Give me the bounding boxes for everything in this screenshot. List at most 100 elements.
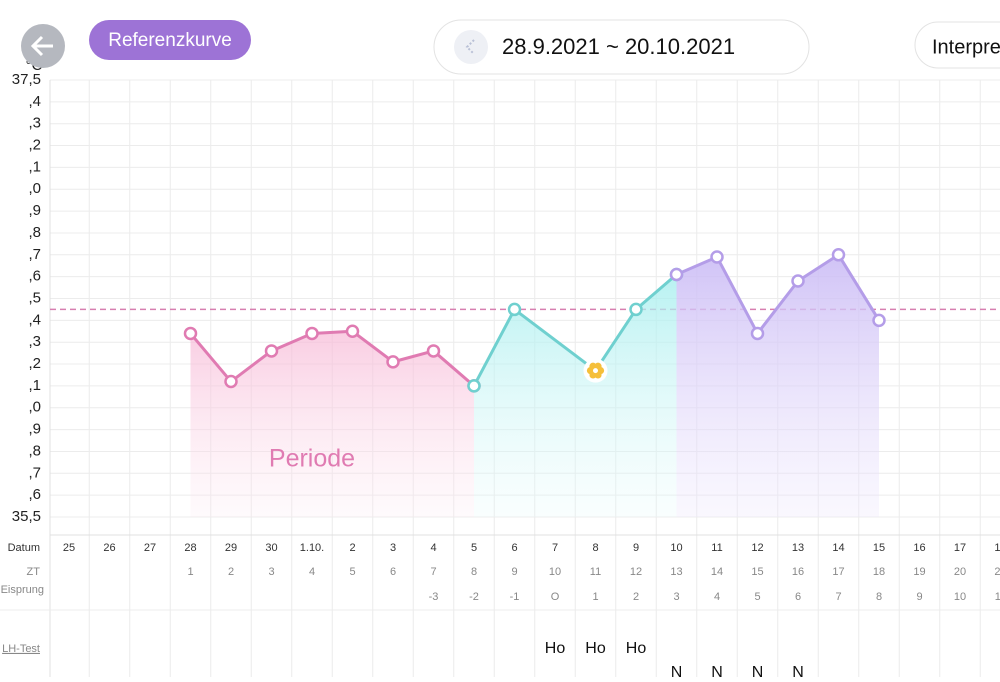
zt-label: 7	[430, 566, 436, 578]
zt-label: 19	[913, 566, 925, 578]
x-tick-label: 28	[184, 542, 196, 554]
zt-label: 20	[954, 566, 966, 578]
ovulation-day: 7	[835, 591, 841, 603]
petal-center	[593, 368, 598, 374]
x-tick-label: 29	[225, 542, 237, 554]
y-tick-label: 37,5	[12, 71, 41, 88]
area	[676, 254, 879, 518]
y-tick-label: 35,5	[12, 508, 41, 525]
line	[189, 329, 475, 388]
ovulation-day: 10	[954, 591, 966, 603]
point	[669, 267, 684, 282]
y-tick-label: ,0	[28, 399, 41, 416]
ovulation-day: -2	[469, 591, 479, 603]
point	[831, 248, 846, 262]
row-label: ZT	[27, 566, 41, 578]
ovulation-day: 11	[995, 591, 1000, 603]
area	[190, 331, 474, 517]
point	[629, 302, 643, 317]
lh-result: Ho	[585, 640, 606, 657]
ovulation-day: 8	[876, 591, 882, 603]
lh-result: N	[671, 664, 683, 677]
y-tick-label: ,4	[28, 311, 41, 328]
reference-label: Referenzkurve	[108, 30, 232, 51]
petal	[589, 362, 597, 370]
zt-label: 6	[390, 566, 396, 578]
point	[750, 326, 765, 341]
area	[474, 274, 677, 517]
zt-label: 4	[309, 566, 315, 578]
x-tick-label: 11	[711, 542, 722, 554]
zt-label: 16	[792, 566, 804, 578]
zt-label: 11	[590, 566, 601, 578]
date-range-box[interactable]	[433, 19, 810, 75]
x-tick-label: 12	[751, 542, 763, 554]
petal	[594, 371, 602, 379]
annotation: Periode	[269, 445, 355, 473]
lh-result: Ho	[626, 640, 647, 657]
x-tick-label: 3	[390, 542, 396, 554]
x-tick-label: 10	[670, 542, 682, 554]
point	[345, 324, 360, 339]
lh-result: N	[711, 664, 723, 677]
x-tick-label: 13	[792, 542, 804, 554]
zt-label: 14	[711, 566, 723, 578]
x-tick-label: 25	[63, 542, 75, 554]
x-tick-label: 4	[430, 542, 436, 554]
y-tick-label: ,6	[28, 486, 41, 503]
x-tick-label: 1.10.	[300, 542, 324, 554]
x-tick-label: 5	[471, 542, 477, 554]
y-tick-label: ,8	[28, 442, 41, 459]
line	[675, 253, 881, 335]
y-tick-label: ,4	[28, 93, 41, 110]
y-tick-label: ,9	[28, 421, 41, 438]
ovulation-day: 3	[673, 591, 679, 603]
y-tick-label: ,5	[28, 289, 41, 306]
x-tick-label: 9	[633, 542, 639, 554]
y-tick-label: ,6	[28, 268, 41, 285]
x-tick-label: 16	[913, 542, 925, 554]
x-tick-label: 15	[873, 542, 885, 554]
petal	[594, 362, 602, 370]
date-range: 28.9.2021 ~ 20.10.2021	[502, 34, 735, 59]
y-tick-label: ,1	[28, 158, 41, 175]
date-icon-arrow	[465, 39, 475, 55]
zt-label: 18	[873, 566, 885, 578]
point	[791, 274, 805, 288]
x-tick-label: 14	[832, 542, 844, 554]
back-arrow	[30, 35, 53, 57]
row-label: Eisprung	[1, 584, 44, 596]
point	[183, 326, 198, 341]
zt-label: 1	[187, 566, 193, 578]
point	[386, 355, 400, 369]
row-label: Datum	[8, 542, 40, 554]
zt-label: 3	[268, 566, 274, 578]
y-tick-label: ,1	[28, 377, 41, 394]
ovulation-day: 6	[795, 591, 801, 603]
lh-result: N	[792, 664, 804, 677]
zt-label: 13	[670, 566, 682, 578]
point	[224, 374, 238, 389]
y-tick-label: ,2	[28, 137, 41, 154]
header: Referenzkurve 28.9.2021 ~ 20.10.2021 Int…	[21, 19, 1000, 75]
x-tick-label: 6	[511, 542, 517, 554]
interpretation-button[interactable]	[914, 21, 1000, 69]
y-tick-label: ,7	[28, 246, 41, 263]
zt-label: 9	[511, 566, 517, 578]
zt-label: 8	[471, 566, 477, 578]
y-tick-label: ,9	[28, 202, 41, 219]
ovulation-day: 4	[714, 591, 720, 603]
zt-label: 10	[549, 566, 561, 578]
point	[507, 302, 522, 317]
reference-button[interactable]	[89, 20, 251, 60]
y-tick-label: ,0	[28, 180, 41, 197]
y-tick-label: ,3	[28, 333, 41, 350]
x-tick-label: 30	[265, 542, 277, 554]
zt-label: 21	[994, 566, 1000, 578]
point	[426, 344, 441, 358]
x-tick-label: 18	[994, 542, 1000, 554]
y-tick-label: ,7	[28, 464, 41, 481]
y-tick-label: ,2	[28, 355, 41, 372]
x-tick-label: 2	[349, 542, 355, 554]
